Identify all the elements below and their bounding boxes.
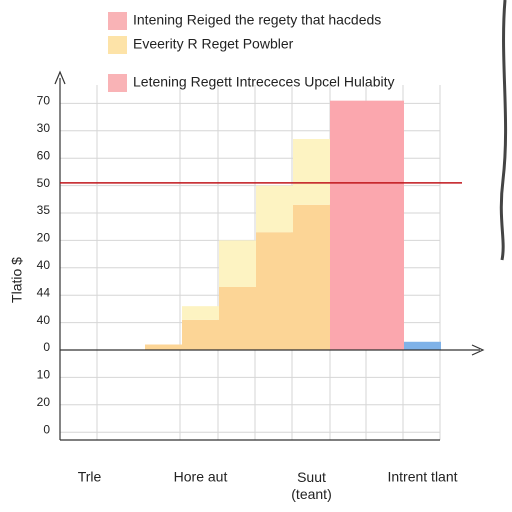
y-tick-label: 40 — [37, 258, 51, 272]
y-tick-label: 20 — [37, 395, 51, 409]
y-tick-label: 35 — [37, 203, 51, 217]
bar — [145, 344, 182, 350]
legend-label: Letening Regett Intrececes Upcel Hulabit… — [133, 74, 394, 90]
bar — [404, 341, 441, 350]
x-tick-label: Hore aut — [174, 469, 228, 485]
y-tick-label: 0 — [43, 422, 50, 436]
y-tick-label: 70 — [37, 94, 51, 108]
bar — [219, 286, 256, 350]
legend-label: Intening Reiged the regety that hacdeds — [133, 12, 381, 28]
y-tick-label: 10 — [37, 368, 51, 382]
y-tick-label: 30 — [37, 121, 51, 135]
legend-swatch — [108, 36, 127, 54]
y-tick-label: 44 — [37, 285, 51, 299]
y-tick-label: 40 — [37, 313, 51, 327]
y-tick-label: 60 — [37, 148, 51, 162]
bar — [330, 100, 367, 350]
bar — [256, 185, 293, 233]
x-arrow — [471, 344, 485, 356]
y-tick-label: 0 — [43, 340, 50, 354]
legend-label: Eveerity R Reget Powbler — [133, 36, 294, 52]
bar — [293, 139, 330, 205]
x-tick-label: Intrent tlant — [387, 469, 457, 485]
y-arrow — [54, 70, 66, 85]
bar — [367, 100, 404, 350]
bar — [256, 232, 293, 350]
legend-swatch — [108, 74, 127, 92]
legend-swatch — [108, 12, 127, 30]
y-axis-label: Tlatio $ — [9, 257, 25, 303]
x-tick-label: Trle — [78, 469, 102, 485]
bar — [182, 306, 219, 320]
bar — [219, 240, 256, 287]
y-tick-label: 20 — [37, 231, 51, 245]
axes — [54, 70, 485, 441]
bar — [293, 204, 330, 350]
edge-decoration — [499, 0, 508, 261]
y-tick-label: 50 — [37, 176, 51, 190]
bar — [182, 319, 219, 350]
x-tick-label: Suut (teant) — [291, 469, 331, 502]
marks — [60, 100, 441, 433]
